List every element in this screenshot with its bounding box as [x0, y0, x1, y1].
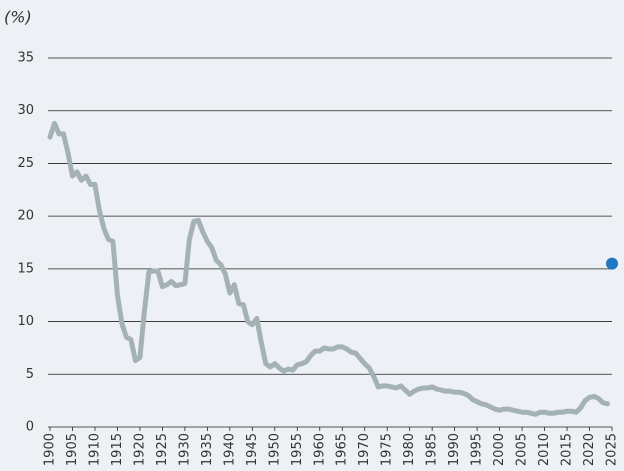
- x-tick-label: 1990: [447, 433, 462, 466]
- x-tick-label: 2015: [560, 433, 575, 466]
- y-tick-label: 25: [17, 156, 34, 171]
- x-tick-label: 1950: [267, 433, 282, 466]
- point: [606, 257, 618, 270]
- x-tick-label: 1905: [65, 433, 80, 466]
- y-axis-label: (%): [4, 8, 32, 27]
- y-tick-label: 0: [26, 420, 34, 435]
- y-tick-label: 35: [17, 51, 34, 66]
- x-tick-label: 1945: [245, 433, 260, 466]
- x-tick-label: 1925: [155, 433, 170, 466]
- y-tick-label: 30: [17, 103, 34, 118]
- x-tick-label: 2000: [492, 433, 507, 466]
- x-tick-label: 2005: [515, 433, 530, 466]
- y-tick-label: 10: [17, 314, 34, 329]
- x-tick-label: 1900: [43, 433, 58, 466]
- x-tick-label: 1915: [110, 433, 125, 466]
- y-tick-label: 15: [17, 261, 34, 276]
- x-tick-label: 1975: [380, 433, 395, 466]
- x-tick-label: 2020: [582, 433, 597, 466]
- x-tick-label: 2025: [605, 433, 620, 466]
- x-tick-label: 1995: [470, 433, 485, 466]
- x-tick-label: 1960: [312, 433, 327, 466]
- x-tick-label: 1980: [402, 433, 417, 466]
- x-tick-label: 1965: [335, 433, 350, 466]
- x-tick-label: 1985: [425, 433, 440, 466]
- x-tick-label: 1910: [87, 433, 102, 466]
- x-tick-label: 1940: [222, 433, 237, 466]
- x-tick-label: 1970: [357, 433, 372, 466]
- x-tick-label: 1955: [290, 433, 305, 466]
- x-tick-label: 1930: [177, 433, 192, 466]
- x-tick-label: 1935: [200, 433, 215, 466]
- y-tick-label: 5: [26, 367, 34, 382]
- y-tick-label: 20: [17, 209, 34, 224]
- line: [47, 120, 610, 417]
- x-tick-label: 2010: [537, 433, 552, 466]
- x-tick-label: 1920: [132, 433, 147, 466]
